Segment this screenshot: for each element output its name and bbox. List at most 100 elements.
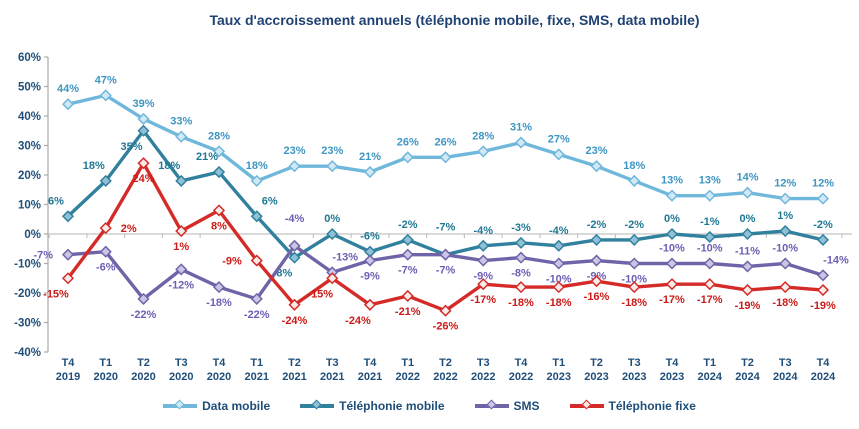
data-point-label: -8% [511, 268, 531, 280]
data-point-label: 28% [208, 130, 230, 142]
data-mobile-line-icon [163, 399, 198, 410]
data-point-marker [250, 292, 263, 305]
data-point-marker [439, 151, 452, 164]
data-point-label: 18% [246, 160, 268, 172]
data-point-marker [741, 186, 754, 199]
data-point-label: 18% [623, 160, 645, 172]
x-axis-label-year: 2021 [320, 371, 344, 383]
data-point-label: 12% [812, 178, 834, 190]
x-axis-label-year: 2024 [735, 371, 760, 383]
x-axis-label-year: 2020 [131, 371, 155, 383]
x-axis-label-quarter: T2 [741, 357, 754, 369]
legend-item-data-mobile: Data mobile [163, 399, 270, 413]
x-axis-label-quarter: T3 [779, 357, 792, 369]
data-point-marker [779, 224, 792, 238]
data-point-marker [137, 124, 150, 137]
data-point-marker [552, 148, 565, 161]
x-axis-label-quarter: T4 [62, 357, 76, 369]
data-point-label: -4% [549, 225, 569, 237]
data-point-label: -3% [511, 222, 531, 234]
data-point-marker [175, 130, 188, 143]
data-point-label: -7% [33, 250, 53, 262]
data-point-label: -10% [621, 274, 647, 286]
data-point-label: -22% [244, 309, 270, 321]
data-point-label: 31% [510, 122, 532, 134]
data-point-marker [99, 174, 112, 187]
x-axis-label-year: 2023 [622, 371, 646, 383]
data-point-marker [816, 269, 830, 282]
data-point-marker [439, 248, 452, 261]
x-axis-label-quarter: T1 [250, 357, 263, 369]
y-axis-tick-label: 60% [18, 52, 41, 64]
data-point-marker [665, 189, 679, 202]
data-point-marker [741, 283, 754, 297]
data-point-marker [326, 227, 339, 241]
data-point-marker [477, 278, 490, 291]
data-point-marker [703, 257, 716, 270]
legend-item-sms: SMS [474, 399, 540, 413]
legend-item-telephonie-fixe: Téléphonie fixe [569, 399, 696, 413]
data-point-marker [590, 233, 603, 246]
data-point-marker [212, 204, 226, 217]
x-axis-label-year: 2024 [698, 371, 723, 383]
x-axis-label-quarter: T4 [666, 357, 680, 369]
legend-label: SMS [513, 399, 540, 413]
y-axis-tick-label: -40% [14, 347, 41, 359]
data-point-label: -26% [433, 321, 459, 333]
data-point-label: 0% [324, 213, 340, 225]
data-point-marker [703, 278, 716, 291]
data-point-marker [99, 222, 112, 235]
data-point-marker [816, 283, 830, 297]
data-point-label: 13% [699, 175, 721, 187]
data-point-marker [628, 281, 641, 294]
data-point-label: -6% [360, 231, 380, 243]
data-point-label: -10% [659, 243, 685, 255]
data-point-marker [288, 239, 301, 252]
x-axis-label-year: 2020 [207, 371, 231, 383]
data-point-marker [175, 174, 188, 187]
x-axis-label-year: 2019 [56, 371, 80, 383]
data-point-marker [590, 254, 603, 267]
chart-title: Taux d'accroissement annuels (téléphonie… [209, 12, 700, 28]
data-point-marker [514, 136, 528, 149]
x-axis-label-year: 2021 [245, 371, 269, 383]
data-point-label: -24% [345, 315, 371, 327]
x-axis-label-quarter: T4 [515, 357, 529, 369]
data-point-marker [552, 281, 565, 294]
data-point-marker [212, 281, 226, 294]
data-point-marker [477, 239, 490, 252]
data-point-marker [552, 239, 565, 252]
data-point-label: -17% [470, 294, 496, 306]
data-point-marker [401, 233, 414, 246]
y-axis-tick-label: 10% [18, 200, 41, 212]
data-point-marker [326, 160, 339, 173]
data-point-marker [61, 248, 75, 261]
data-point-marker [250, 210, 263, 223]
telephonie-mobile-line-icon [300, 399, 335, 410]
data-point-label: -9% [222, 256, 242, 268]
data-point-label: 44% [57, 83, 79, 95]
data-point-label: -22% [131, 309, 157, 321]
x-axis-label-year: 2022 [471, 371, 495, 383]
data-point-label: -4% [285, 213, 305, 225]
data-point-label: 0% [740, 213, 756, 225]
series-telephonie-fixe: -15% 2% 24% 1% 8% -9% -24% -15% -24% -21% -26% -17%… [43, 157, 836, 333]
x-axis-label-year: 2022 [509, 371, 533, 383]
data-point-label: -2% [813, 219, 833, 231]
data-point-marker [61, 210, 75, 223]
data-point-label: -24% [282, 315, 308, 327]
data-point-marker [628, 257, 641, 270]
data-point-marker [61, 272, 75, 285]
data-point-marker [628, 174, 641, 187]
data-point-label: 21% [196, 151, 218, 163]
data-point-marker [665, 278, 679, 291]
x-axis-label-year: 2023 [584, 371, 608, 383]
x-axis-label-year: 2020 [94, 371, 118, 383]
data-point-label: -17% [697, 294, 723, 306]
x-axis-label-year: 2022 [433, 371, 457, 383]
x-axis-label-year: 2023 [660, 371, 684, 383]
data-point-label: 39% [132, 98, 154, 110]
y-axis: -40% -30% -20% -10% 0% 10% 20% 30% 40% 50% 60% [14, 52, 49, 359]
data-point-marker [99, 89, 112, 102]
